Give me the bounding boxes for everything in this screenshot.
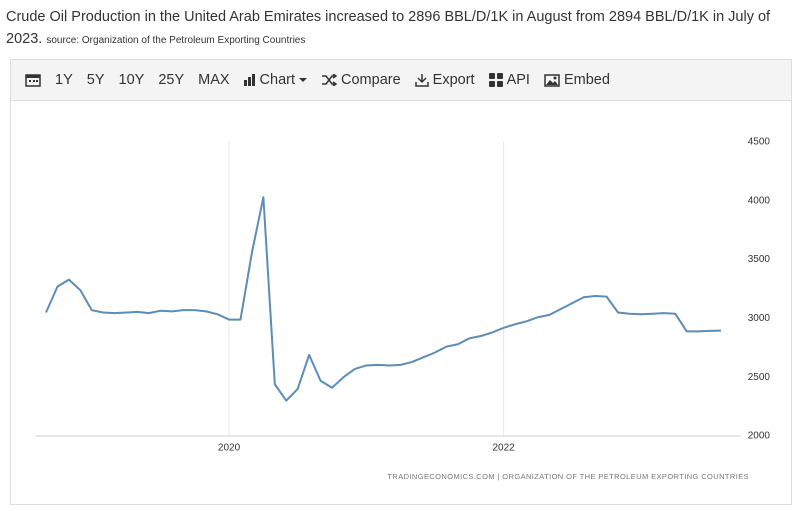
range-button[interactable]: MAX <box>198 72 230 88</box>
toolbar: 1Y 5Y 10Y 25Y MAX Chart Compare Export API E… <box>10 59 792 101</box>
credit: TRADINGECONOMICS.COM | ORGANIZATION OF T… <box>387 472 749 481</box>
y-tick-label: 2000 <box>748 431 771 442</box>
y-tick-label: 3000 <box>748 313 771 324</box>
api-label: API <box>506 72 530 88</box>
x-tick-label: 2020 <box>218 443 241 454</box>
export-button[interactable]: Export <box>414 72 475 88</box>
data-line <box>45 196 722 402</box>
compare-label: Compare <box>341 72 401 88</box>
title: Crude Oil Production in the United Arab … <box>6 9 771 47</box>
embed-button[interactable]: Embed <box>544 72 610 88</box>
range-button[interactable]: 1Y <box>55 72 73 88</box>
y-tick-label: 2500 <box>748 372 771 383</box>
x-tick-label: 2022 <box>493 443 516 454</box>
range-button[interactable]: 10Y <box>118 72 145 88</box>
chart-button[interactable]: Chart <box>243 72 308 88</box>
source: source: Organization of the Petroleum Ex… <box>46 35 306 46</box>
api-button[interactable]: API <box>488 72 530 88</box>
y-tick-label: 3500 <box>748 254 771 265</box>
headline: Crude Oil Production in the United Arab … <box>6 6 796 52</box>
range-button[interactable]: 25Y <box>158 72 185 88</box>
compare-button[interactable]: Compare <box>321 72 401 88</box>
range-button[interactable]: 5Y <box>86 72 105 88</box>
export-label: Export <box>432 72 475 88</box>
y-tick-label: 4000 <box>748 195 771 206</box>
embed-label: Embed <box>563 72 610 88</box>
chart: 2000 2500 3000 3500 4000 4500 2020 2022 TRADINGE… <box>10 100 792 505</box>
chart-label: Chart <box>259 72 296 88</box>
calendar-button[interactable] <box>25 73 41 87</box>
y-tick-label: 4500 <box>748 137 771 148</box>
